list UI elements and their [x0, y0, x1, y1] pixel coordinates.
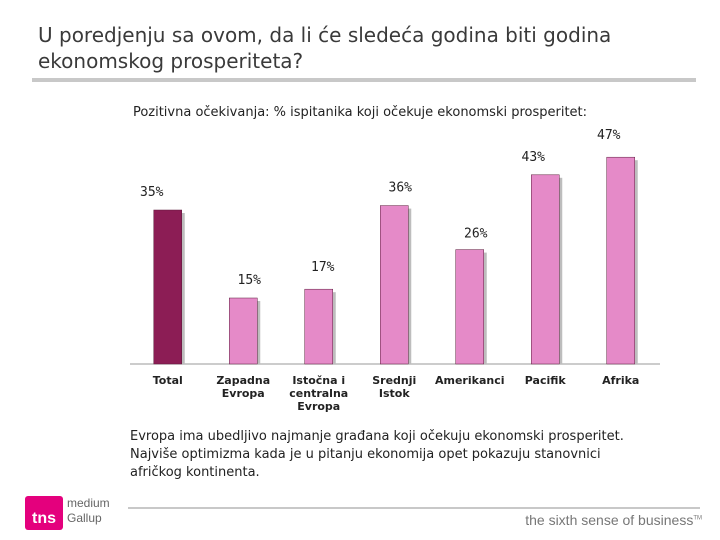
data-label-3: 36% [389, 181, 413, 196]
category-label-0-0: Total [153, 374, 183, 387]
data-label-2: 17% [311, 260, 335, 275]
bar-2 [304, 288, 333, 365]
caption-line-3: afričkog kontinenta. [130, 465, 260, 480]
data-label-6: 47% [597, 128, 621, 143]
logo-line-2: Gallup [67, 511, 102, 525]
title-divider [32, 78, 696, 82]
data-label-1: 15% [238, 273, 262, 288]
slide-title-line-2: ekonomskog prosperiteta? [38, 49, 304, 73]
bar-1 [229, 297, 258, 365]
footer-divider [128, 507, 700, 509]
chart-title: Pozitivna očekivanja: % ispitanika koji … [132, 105, 588, 120]
category-label-2-2: Evropa [297, 400, 340, 413]
category-label-2-1: centralna [289, 387, 348, 400]
bar-0 [153, 209, 182, 365]
tns-logo: tns [25, 496, 63, 530]
logo-text: medium Gallup [67, 496, 110, 526]
category-label-5-0: Pacifik [525, 374, 567, 387]
data-label-5: 43% [522, 150, 546, 165]
category-label-6-0: Afrika [602, 374, 639, 387]
data-label-4: 26% [464, 227, 488, 242]
category-label-1-0: Zapadna [216, 374, 270, 387]
category-label-3-0: Srednji [372, 374, 416, 387]
bar-4 [455, 249, 484, 365]
caption-line-1: Evropa ima ubedljivo najmanje građana ko… [130, 429, 624, 444]
category-label-4-0: Amerikanci [435, 374, 505, 387]
caption: Evropa ima ubedljivo najmanje građana ko… [130, 428, 690, 482]
bar-3 [380, 205, 409, 365]
footer-tagline: the sixth sense of businessTM [525, 512, 702, 528]
trademark: TM [693, 515, 702, 522]
logo-mark: tns [32, 510, 56, 527]
logo-line-1: medium [67, 496, 110, 510]
caption-line-2: Najviše optimizma kada je u pitanju ekon… [130, 447, 601, 462]
slide-title-line-1: U poredjenju sa ovom, da li će sledeća g… [38, 23, 612, 47]
category-label-1-1: Evropa [222, 387, 265, 400]
category-label-3-1: Istok [379, 387, 410, 400]
data-label-0: 35% [140, 185, 164, 200]
bar-5 [531, 174, 560, 365]
category-label-2-0: Istočna i [292, 374, 345, 387]
tagline-text: the sixth sense of business [525, 512, 694, 528]
bar-6 [606, 156, 635, 365]
slide-title: U poredjenju sa ovom, da li će sledeća g… [38, 22, 698, 74]
